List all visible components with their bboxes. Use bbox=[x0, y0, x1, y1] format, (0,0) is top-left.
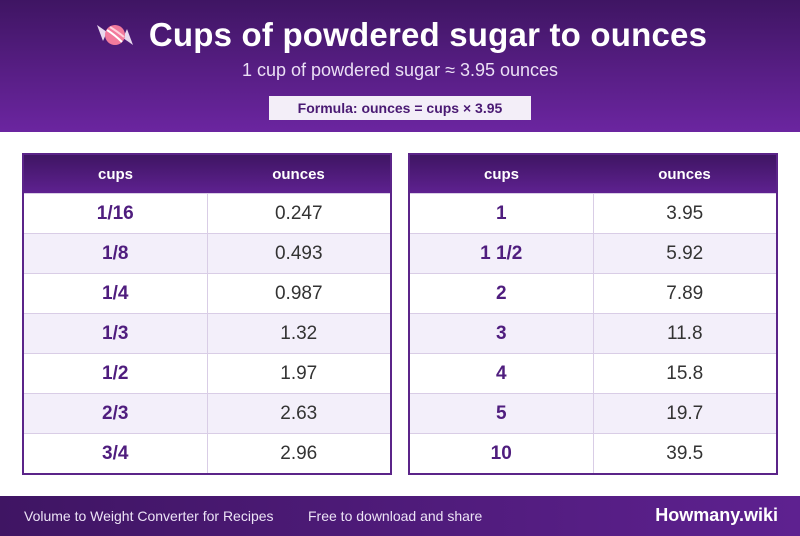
cups-cell: 1 bbox=[410, 194, 594, 233]
table-row: 1 3.95 bbox=[410, 193, 776, 233]
table-header: cups ounces bbox=[410, 155, 776, 193]
footer-bar: Volume to Weight Converter for Recipes F… bbox=[0, 496, 800, 536]
table-row: 10 39.5 bbox=[410, 433, 776, 473]
cups-cell: 5 bbox=[410, 394, 594, 433]
page-title: Cups of powdered sugar to ounces bbox=[148, 16, 708, 53]
cups-cell: 2 bbox=[410, 274, 594, 313]
cups-cell: 1/3 bbox=[24, 314, 208, 353]
table-body: 1/16 0.247 1/8 0.493 1/4 0.987 1/3 1.32 1/2 1… bbox=[24, 193, 390, 473]
brand-logo-text[interactable]: Howmany.wiki bbox=[655, 505, 778, 525]
ounces-cell: 19.7 bbox=[666, 402, 704, 424]
cups-cell: 2/3 bbox=[24, 394, 208, 433]
ounces-cell: 2.96 bbox=[280, 442, 318, 464]
ounces-cell: 15.8 bbox=[666, 362, 704, 384]
table-header: cups ounces bbox=[24, 155, 390, 193]
formula-badge: Formula: ounces = cups × 3.95 bbox=[269, 96, 531, 120]
title-row: Cups of powdered sugar to ounces bbox=[0, 12, 800, 58]
cups-cell: 1/4 bbox=[24, 274, 208, 313]
ounces-cell: 1.97 bbox=[280, 362, 318, 384]
ounces-cell: 0.987 bbox=[274, 282, 323, 304]
table-row: 1/8 0.493 bbox=[24, 233, 390, 273]
table-row: 1/2 1.97 bbox=[24, 353, 390, 393]
ounces-cell: 11.8 bbox=[666, 322, 703, 344]
table-row: 1/4 0.987 bbox=[24, 273, 390, 313]
cups-cell: 4 bbox=[410, 354, 594, 393]
footer-share-note: Free to download and share bbox=[308, 508, 483, 524]
ounces-cell: 7.89 bbox=[666, 282, 704, 304]
table-row: 1/16 0.247 bbox=[24, 193, 390, 233]
column-header-cups: cups bbox=[483, 165, 519, 183]
header-banner: Cups of powdered sugar to ounces 1 cup o… bbox=[0, 0, 800, 132]
table-row: 2/3 2.63 bbox=[24, 393, 390, 433]
subtitle: 1 cup of powdered sugar ≈ 3.95 ounces bbox=[241, 60, 559, 80]
cups-cell: 1/16 bbox=[24, 194, 208, 233]
candy-icon bbox=[96, 25, 133, 45]
ounces-cell: 1.32 bbox=[280, 322, 318, 344]
cups-cell: 1/2 bbox=[24, 354, 208, 393]
column-header-ounces: ounces bbox=[658, 165, 711, 183]
cups-cell: 3 bbox=[410, 314, 594, 353]
table-row: 2 7.89 bbox=[410, 273, 776, 313]
ounces-cell: 39.5 bbox=[666, 442, 704, 464]
table-row: 1/3 1.32 bbox=[24, 313, 390, 353]
ounces-cell: 0.247 bbox=[274, 202, 323, 224]
conversion-table-left: cups ounces 1/16 0.247 1/8 0.493 1/4 0.987 … bbox=[22, 153, 392, 475]
column-header-ounces: ounces bbox=[272, 165, 325, 183]
table-row: 4 15.8 bbox=[410, 353, 776, 393]
table-row: 3 11.8 bbox=[410, 313, 776, 353]
table-row: 1 1/2 5.92 bbox=[410, 233, 776, 273]
cups-cell: 3/4 bbox=[24, 434, 208, 473]
cups-cell: 1 1/2 bbox=[410, 234, 594, 273]
ounces-cell: 3.95 bbox=[666, 202, 704, 224]
table-row: 3/4 2.96 bbox=[24, 433, 390, 473]
footer-tagline: Volume to Weight Converter for Recipes bbox=[24, 508, 274, 524]
cups-cell: 1/8 bbox=[24, 234, 208, 273]
ounces-cell: 5.92 bbox=[666, 242, 704, 264]
column-header-cups: cups bbox=[97, 165, 133, 183]
cups-cell: 10 bbox=[410, 434, 594, 473]
ounces-cell: 0.493 bbox=[274, 242, 323, 264]
table-body: 1 3.95 1 1/2 5.92 2 7.89 3 11.8 4 15.8 5 19.7 … bbox=[410, 193, 776, 473]
ounces-cell: 2.63 bbox=[280, 402, 318, 424]
conversion-table-right: cups ounces 1 3.95 1 1/2 5.92 2 7.89 3 11.8 … bbox=[408, 153, 778, 475]
table-row: 5 19.7 bbox=[410, 393, 776, 433]
